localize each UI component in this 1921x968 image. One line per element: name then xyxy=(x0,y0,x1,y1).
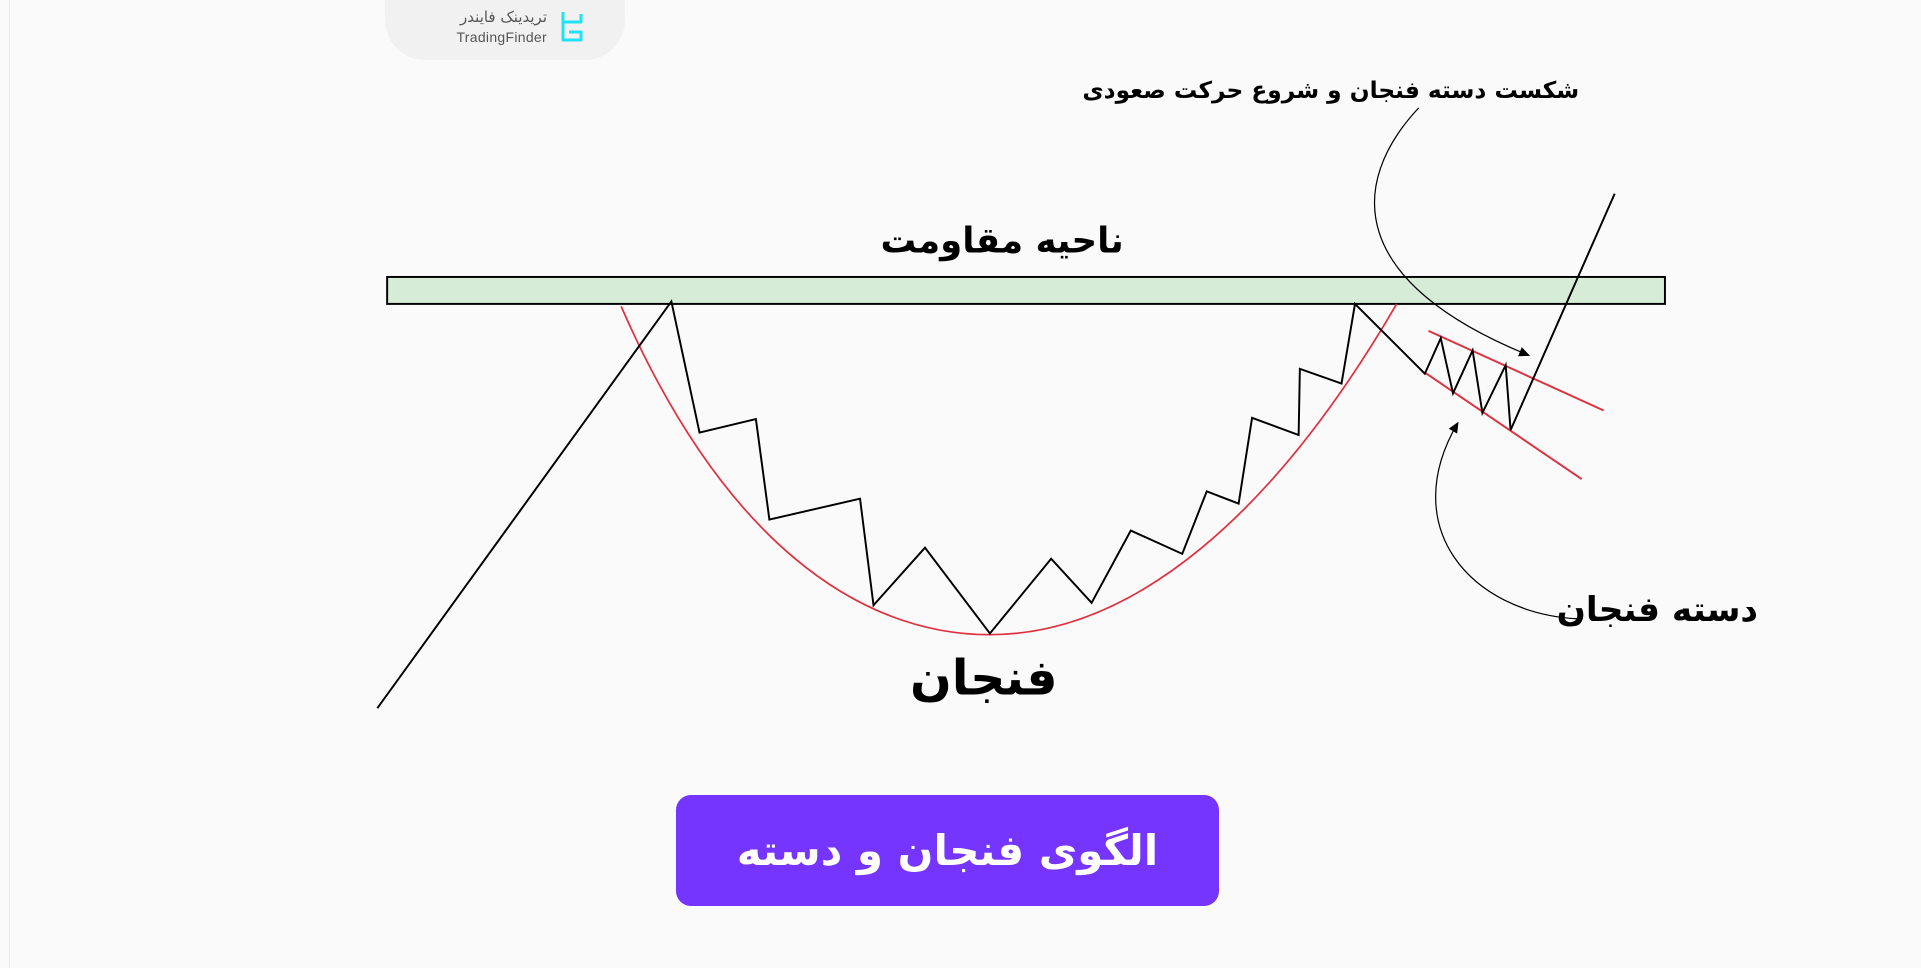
cup-and-handle-pattern-button[interactable]: الگوی فنجان و دسته xyxy=(676,795,1219,906)
cup-curve xyxy=(620,303,1398,636)
price-path xyxy=(376,193,1616,709)
cup-label: فنجان xyxy=(910,650,1058,707)
logo-text-fa: تریدینک فایندر xyxy=(460,8,547,26)
handle-arrow xyxy=(1435,421,1577,620)
breakout-label: شکست دسته فنجان و شروع حرکت صعودی xyxy=(1082,77,1579,104)
handle-upper-trendline xyxy=(1428,329,1605,412)
logo-text-en: TradingFinder xyxy=(456,29,547,45)
breakout-arrow xyxy=(1373,107,1531,357)
handle-lower-trendline xyxy=(1424,371,1583,480)
tradingfinder-logo[interactable]: تریدینک فایندر TradingFinder xyxy=(385,0,625,60)
resistance-label: ناحیه مقاومت xyxy=(881,220,1124,261)
logo-mark-icon xyxy=(561,12,583,42)
handle-label: دسته فنجان xyxy=(1557,590,1758,630)
resistance-zone xyxy=(386,275,1666,305)
